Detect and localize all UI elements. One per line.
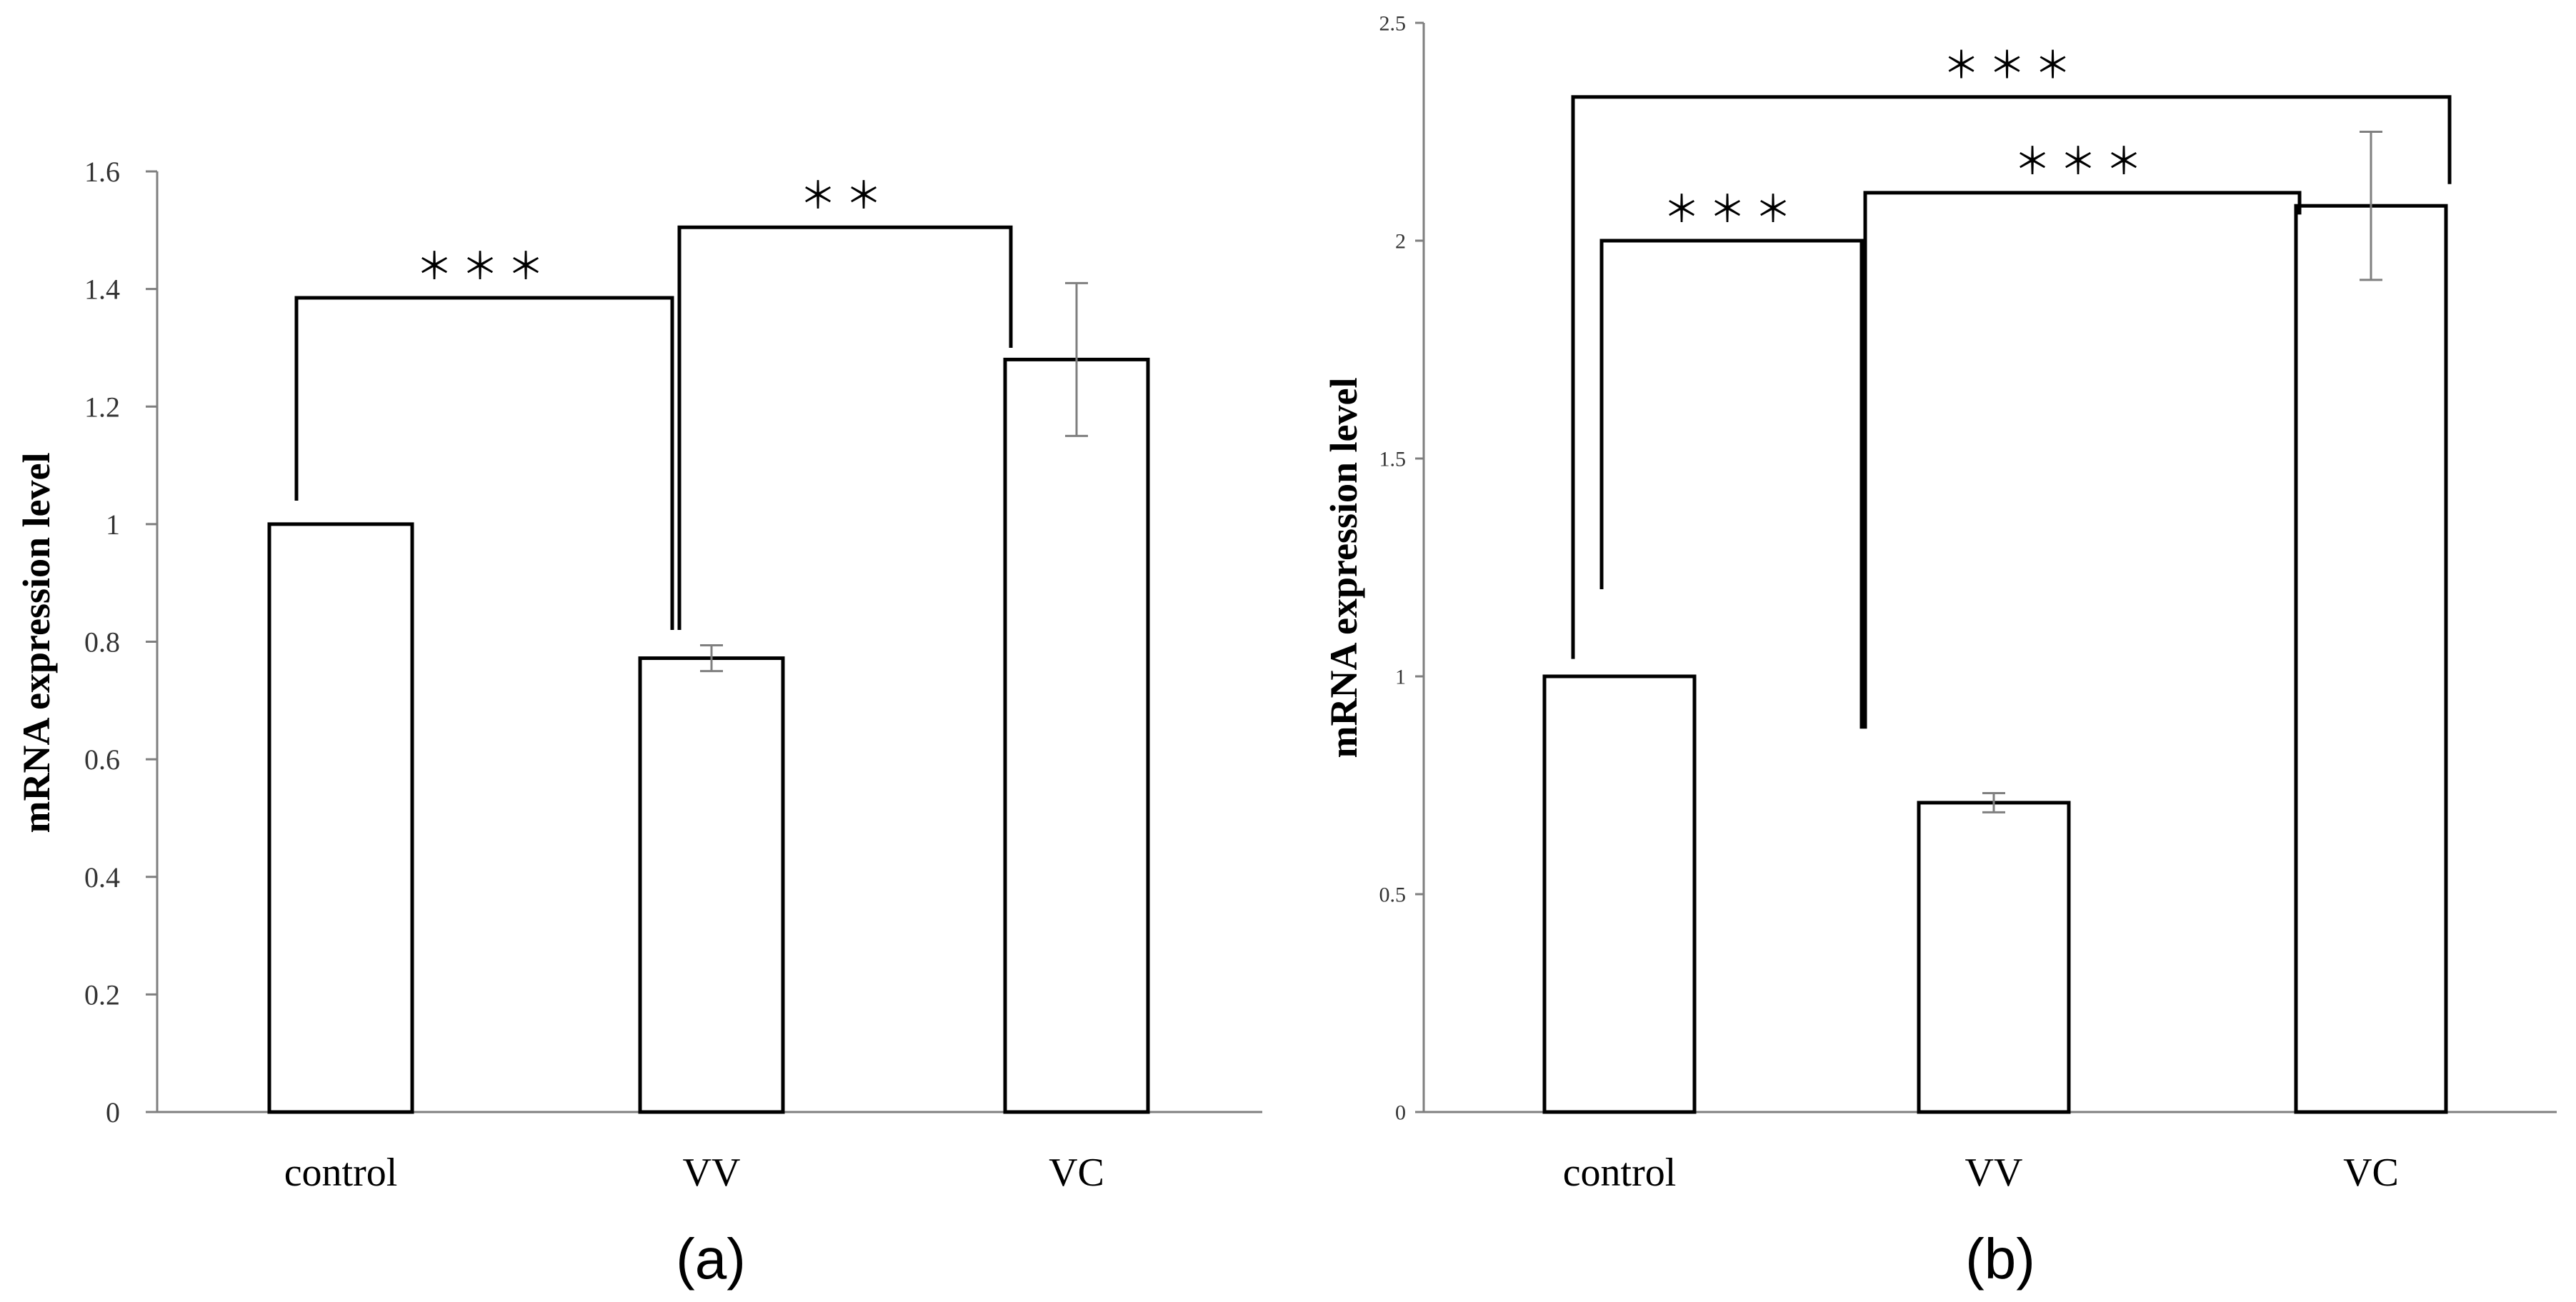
- significance-label: ＊＊: [799, 175, 891, 218]
- y-tick-label: 1.5: [1379, 448, 1407, 471]
- panel-b: 0 0.5 1 1.5 2 2.5 mRNA expression level control…: [1322, 12, 2557, 1291]
- y-tick-label: 1: [1395, 666, 1406, 689]
- bar-vc: [1003, 357, 1150, 1114]
- significance-bracket: [1599, 239, 1864, 729]
- panel-a: 0 0.2 0.4 0.6 0.8 1 1.2 1.4 1.6 mRNA expression l…: [15, 156, 1262, 1291]
- bar-vv: [638, 656, 785, 1114]
- significance-bracket: [1863, 191, 2302, 729]
- y-tick-label: 0.2: [84, 978, 120, 1011]
- category-label: VC: [1049, 1151, 1104, 1195]
- panel-label: (a): [676, 1227, 746, 1291]
- y-tick-label: 2.5: [1379, 12, 1407, 36]
- category-label: control: [1563, 1151, 1677, 1195]
- panel-label: (b): [1965, 1227, 2035, 1291]
- y-tick-label: 0.8: [84, 626, 120, 658]
- bar-control: [267, 522, 414, 1114]
- category-label: VV: [683, 1151, 741, 1195]
- y-tick-label: 0.4: [84, 861, 120, 893]
- y-tick-label: 1: [106, 509, 120, 541]
- bar-vv: [1917, 801, 2071, 1114]
- significance-bracket: [677, 225, 1013, 631]
- category-label: VC: [2343, 1151, 2399, 1195]
- y-tick-label: 1.6: [84, 156, 120, 188]
- category-label: VV: [1965, 1151, 2023, 1195]
- significance-label: ＊＊＊: [416, 246, 553, 289]
- y-tick-label: 1.2: [84, 391, 120, 423]
- significance-bracket: [1571, 95, 2452, 659]
- significance-label: ＊＊＊: [2014, 141, 2151, 184]
- y-tick-label: 0.6: [84, 743, 120, 776]
- category-label: control: [284, 1151, 398, 1195]
- y-tick-label: 2: [1395, 230, 1406, 254]
- y-axis-label: mRNA expression level: [1322, 378, 1365, 758]
- bar-control: [1542, 674, 1697, 1114]
- significance-bracket: [294, 296, 674, 631]
- significance-label: ＊＊＊: [1663, 189, 1800, 231]
- y-axis-label: mRNA expression level: [15, 453, 58, 833]
- y-tick-label: 0: [1395, 1101, 1406, 1125]
- y-tick-label: 0: [106, 1096, 120, 1128]
- bar-vc: [2294, 204, 2448, 1114]
- y-tick-label: 1.4: [84, 274, 120, 306]
- significance-label: ＊＊＊: [1942, 45, 2080, 88]
- y-tick-label: 0.5: [1379, 883, 1407, 907]
